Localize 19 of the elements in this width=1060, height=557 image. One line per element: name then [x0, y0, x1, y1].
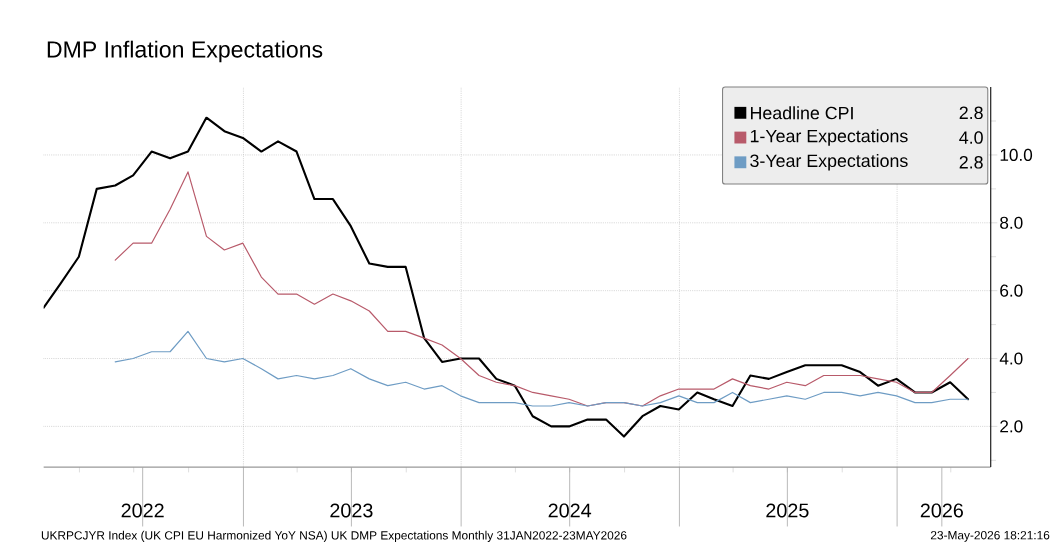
legend-label: 1-Year Expectations: [750, 129, 908, 146]
x-tick-label: 2025: [766, 503, 809, 518]
x-tick-label: 2026: [920, 503, 963, 518]
annotation: 2.8: [959, 155, 983, 169]
text: 23-May-2026 18:21:16: [930, 530, 1050, 542]
y-tick-label: 10.0: [1000, 148, 1033, 161]
y-tick-label: 2.0: [1000, 420, 1023, 433]
y-tick-label: 8.0: [1000, 216, 1023, 229]
chart-title: DMP Inflation Expectations: [47, 40, 323, 63]
y-tick-label: 6.0: [1000, 284, 1023, 297]
annotation: 2.8: [959, 106, 983, 120]
x-tick-label: 2024: [548, 503, 592, 518]
legend-label: 3-Year Expectations: [750, 153, 908, 171]
y-tick-label: 4.0: [999, 352, 1023, 365]
x-tick-label: 2022: [121, 503, 164, 518]
x-tick-label: 2023: [330, 503, 373, 518]
text: UKRPCJYR Index (UK CPI EU Harmonized YoY NSA) UK DMP Expectations Monthly 31JAN2022-23MAY2026: [41, 530, 627, 542]
annotation: 4.0: [959, 131, 983, 144]
legend-label: Headline CPI: [751, 106, 853, 120]
